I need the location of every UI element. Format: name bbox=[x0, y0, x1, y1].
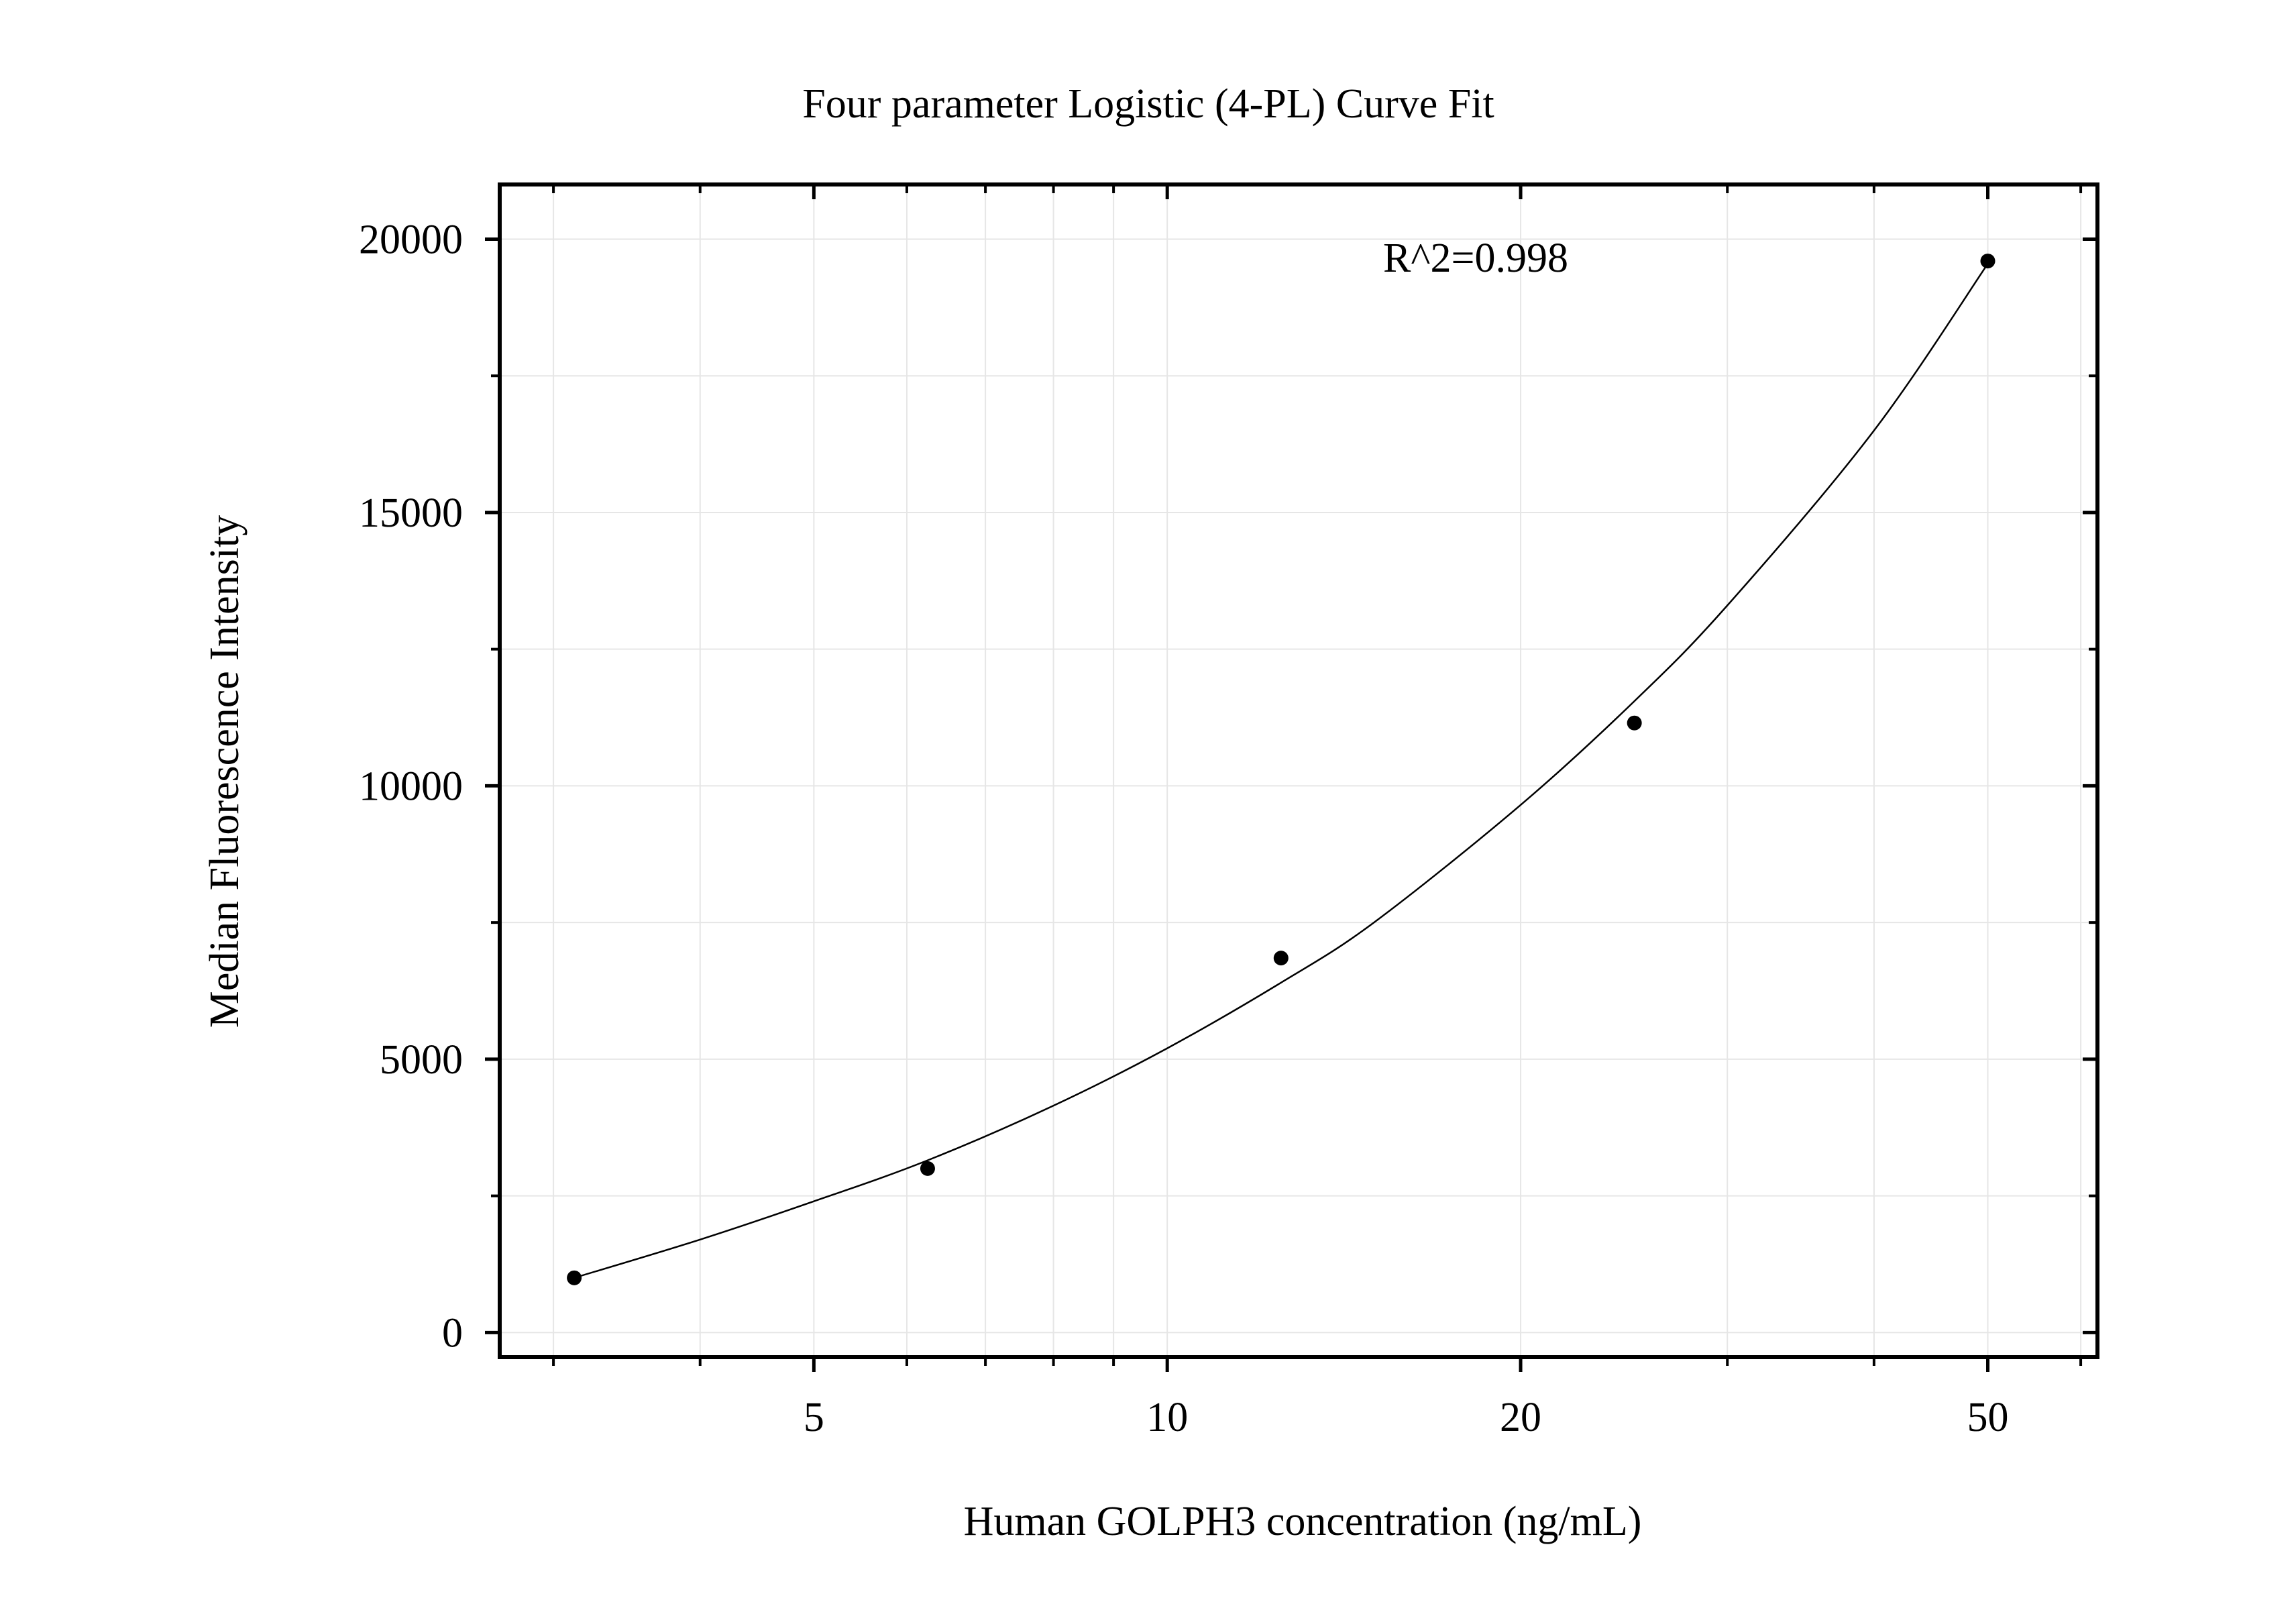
y-tick-label: 5000 bbox=[380, 1037, 463, 1083]
y-tick-label: 20000 bbox=[359, 217, 463, 262]
fit-curve-layer bbox=[573, 263, 1989, 1279]
tick-labels: 5 10 20 50 0 5000 10000 15000 20000 bbox=[359, 217, 2008, 1440]
x-tick-label: 10 bbox=[1146, 1395, 1188, 1440]
x-tick-label: 20 bbox=[1500, 1395, 1541, 1440]
y-tick-label: 10000 bbox=[359, 763, 463, 809]
r-squared-annotation: R^2=0.998 bbox=[1383, 235, 1568, 281]
data-point bbox=[567, 1270, 582, 1285]
data-point bbox=[1273, 951, 1289, 966]
x-axis-label: Human GOLPH3 concentration (ng/mL) bbox=[964, 1499, 1642, 1544]
data-point bbox=[1980, 254, 1996, 269]
fit-curve-line bbox=[573, 263, 1989, 1279]
data-point bbox=[1627, 715, 1642, 731]
x-tick-label: 50 bbox=[1967, 1395, 2008, 1440]
chart-title: Four parameter Logistic (4-PL) Curve Fit bbox=[802, 81, 1494, 127]
axis-ticks bbox=[485, 184, 2097, 1372]
plot-frame bbox=[498, 182, 2099, 1359]
x-tick-label: 5 bbox=[804, 1395, 824, 1440]
grid bbox=[500, 184, 2097, 1357]
data-points bbox=[567, 254, 1996, 1285]
y-axis-label: Median Fluorescence Intensity bbox=[202, 515, 248, 1028]
y-tick-label: 0 bbox=[442, 1310, 463, 1356]
data-point bbox=[920, 1161, 935, 1176]
y-tick-label: 15000 bbox=[359, 490, 463, 536]
